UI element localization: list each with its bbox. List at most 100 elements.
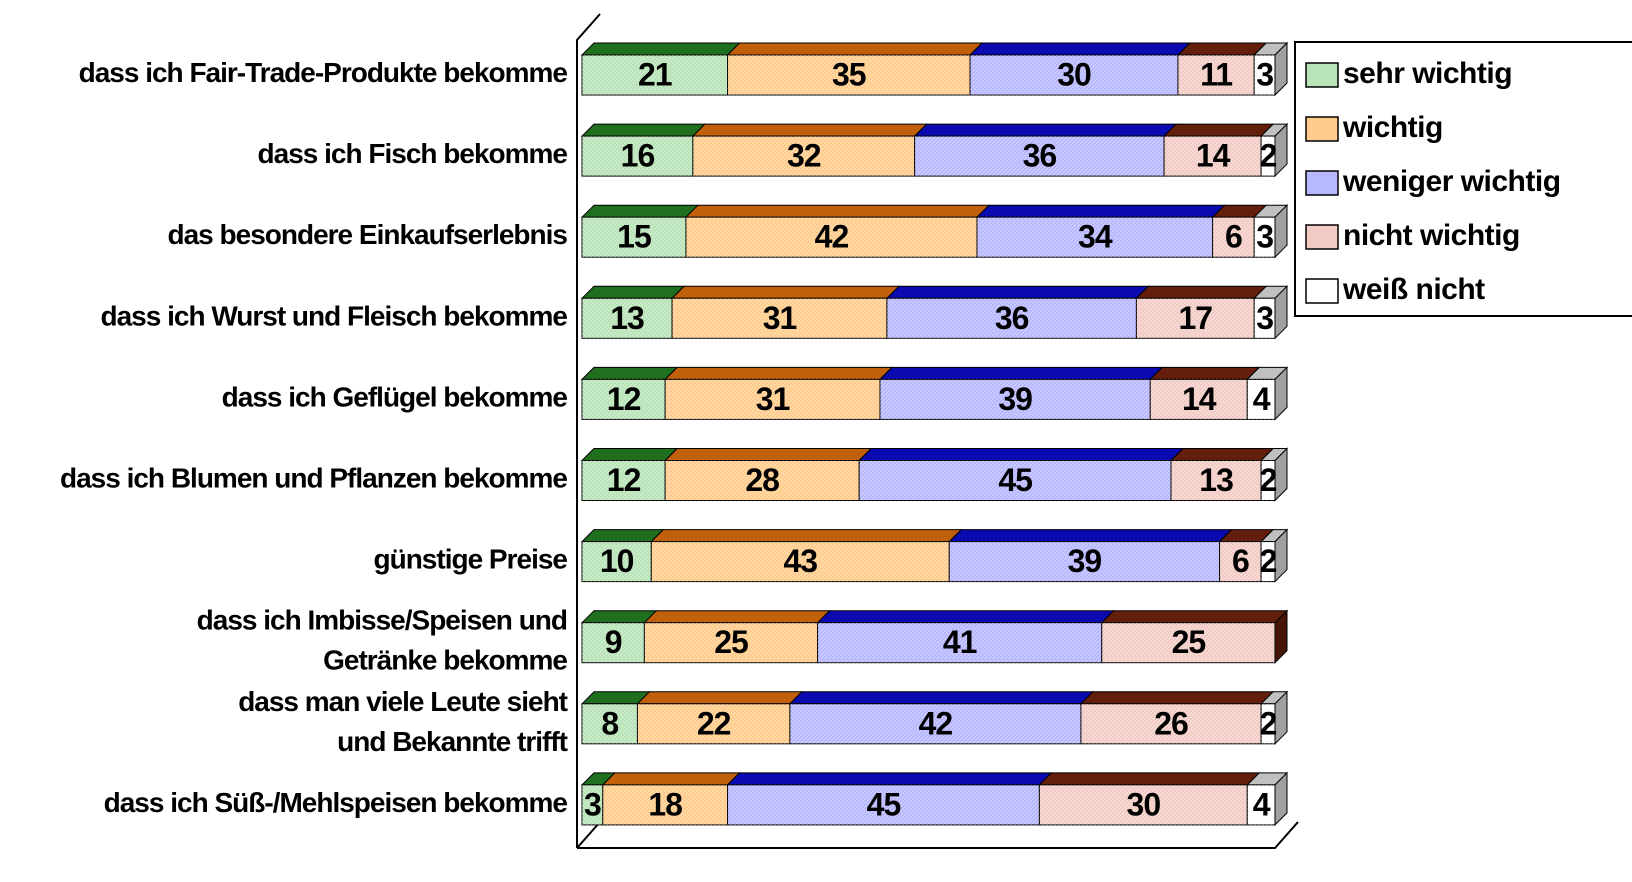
bar-hatch (582, 298, 673, 339)
bar-hatch (914, 136, 1165, 177)
legend-label: wichtig (1342, 111, 1443, 144)
bar-top (1079, 691, 1275, 705)
bar-hatch (1261, 460, 1275, 501)
legend-swatch (1305, 224, 1339, 250)
bar-hatch (672, 298, 887, 339)
bar-side (1274, 203, 1288, 259)
value-label: 30 (1127, 786, 1161, 822)
bar-hatch (644, 622, 818, 663)
value-label: 12 (607, 381, 641, 417)
bar-side (1274, 41, 1288, 97)
bar-hatch (582, 217, 686, 258)
value-label: 39 (1068, 543, 1102, 579)
value-label: 3 (1256, 300, 1273, 336)
bar-hatch (665, 379, 880, 420)
bar-top (816, 610, 1115, 624)
value-label: 36 (1023, 138, 1057, 174)
bar-hatch (1101, 622, 1275, 663)
y-tick-label: dass ich Süß-/Mehlspeisen bekomme (104, 787, 568, 818)
axis-line (576, 13, 601, 848)
value-label: 2 (1260, 543, 1277, 579)
bar-hatch (665, 460, 860, 501)
bar-hatch (879, 379, 1151, 420)
value-label: 36 (995, 300, 1029, 336)
bar-top (684, 204, 991, 218)
bar-hatch (1171, 460, 1262, 501)
bar-hatch (1247, 379, 1275, 420)
value-label: 4 (1253, 786, 1271, 822)
bar-top (1169, 448, 1275, 461)
bar-top (1149, 366, 1261, 380)
bar-hatch (859, 460, 1172, 501)
bar-hatch (727, 55, 971, 95)
value-label: 42 (815, 219, 849, 255)
y-tick-label: dass ich Geflügel bekomme (222, 382, 568, 413)
value-label: 35 (832, 56, 866, 92)
bar-hatch (789, 703, 1081, 744)
bar-top (580, 448, 679, 461)
bar-top (670, 285, 901, 299)
bar-hatch (602, 784, 728, 825)
value-label: 3 (584, 786, 601, 822)
bar-top (885, 285, 1150, 299)
y-tick-label: dass ich Imbisse/Speisen und Getränke bek… (197, 605, 568, 676)
bar-side (1274, 528, 1288, 583)
value-label: 15 (617, 219, 651, 255)
y-tick-label: günstige Preise (373, 544, 567, 575)
bar-hatch (582, 622, 645, 663)
bar-top (1162, 123, 1275, 137)
bar-hatch (1080, 703, 1262, 744)
bar-top (636, 691, 804, 705)
value-label: 42 (919, 705, 953, 741)
bar-hatch (685, 217, 978, 258)
value-label: 6 (1232, 543, 1249, 579)
value-label: 21 (638, 56, 672, 92)
y-tick-label: dass ich Blumen und Pflanzen bekomme (60, 463, 567, 494)
value-label: 41 (943, 624, 977, 660)
bar-hatch (582, 703, 638, 744)
value-label: 2 (1260, 462, 1277, 498)
legend-label: nicht wichtig (1343, 219, 1520, 252)
axis-line (576, 821, 601, 849)
bar-hatch (692, 136, 915, 177)
y-tick-label: dass man viele Leute sieht und Bekannte t… (238, 686, 567, 757)
bar-hatch (1254, 55, 1275, 95)
bar-top (580, 204, 700, 218)
value-label: 39 (998, 381, 1032, 417)
bar-hatch (1212, 217, 1255, 258)
bar-top (663, 448, 873, 461)
bar-hatch (1177, 55, 1255, 95)
y-tick-label: dass ich Fisch bekomme (258, 138, 568, 169)
bar-top (1176, 42, 1268, 56)
bar-top (948, 529, 1233, 543)
legend-label: weniger wichtig (1342, 165, 1561, 198)
bar-top (788, 691, 1095, 705)
bar-side (1274, 609, 1288, 664)
bar-hatch (1254, 298, 1275, 339)
bar-hatch (1261, 703, 1275, 744)
bar-top (663, 366, 894, 380)
bar-hatch (582, 541, 652, 582)
legend-box (1294, 41, 1632, 317)
legend-swatch (1305, 170, 1339, 196)
value-label: 25 (714, 624, 748, 660)
bar-top (601, 772, 741, 786)
bar-hatch (1261, 541, 1275, 582)
bar-side (1274, 122, 1288, 178)
bar-hatch (1247, 784, 1275, 825)
value-label: 2 (1260, 705, 1277, 741)
bar-hatch (1254, 217, 1275, 258)
value-label: 45 (867, 786, 901, 822)
bar-hatch (1150, 379, 1248, 420)
value-label: 45 (998, 462, 1032, 498)
bar-top (1100, 610, 1289, 624)
legend-label: weiß nicht (1342, 273, 1485, 306)
value-label: 6 (1225, 219, 1242, 255)
value-label: 9 (605, 624, 622, 660)
bar-side (1274, 366, 1288, 421)
value-label: 34 (1078, 219, 1113, 255)
bar-top (580, 529, 665, 543)
legend-label: sehr wichtig (1343, 57, 1512, 90)
bar-hatch (582, 136, 693, 177)
